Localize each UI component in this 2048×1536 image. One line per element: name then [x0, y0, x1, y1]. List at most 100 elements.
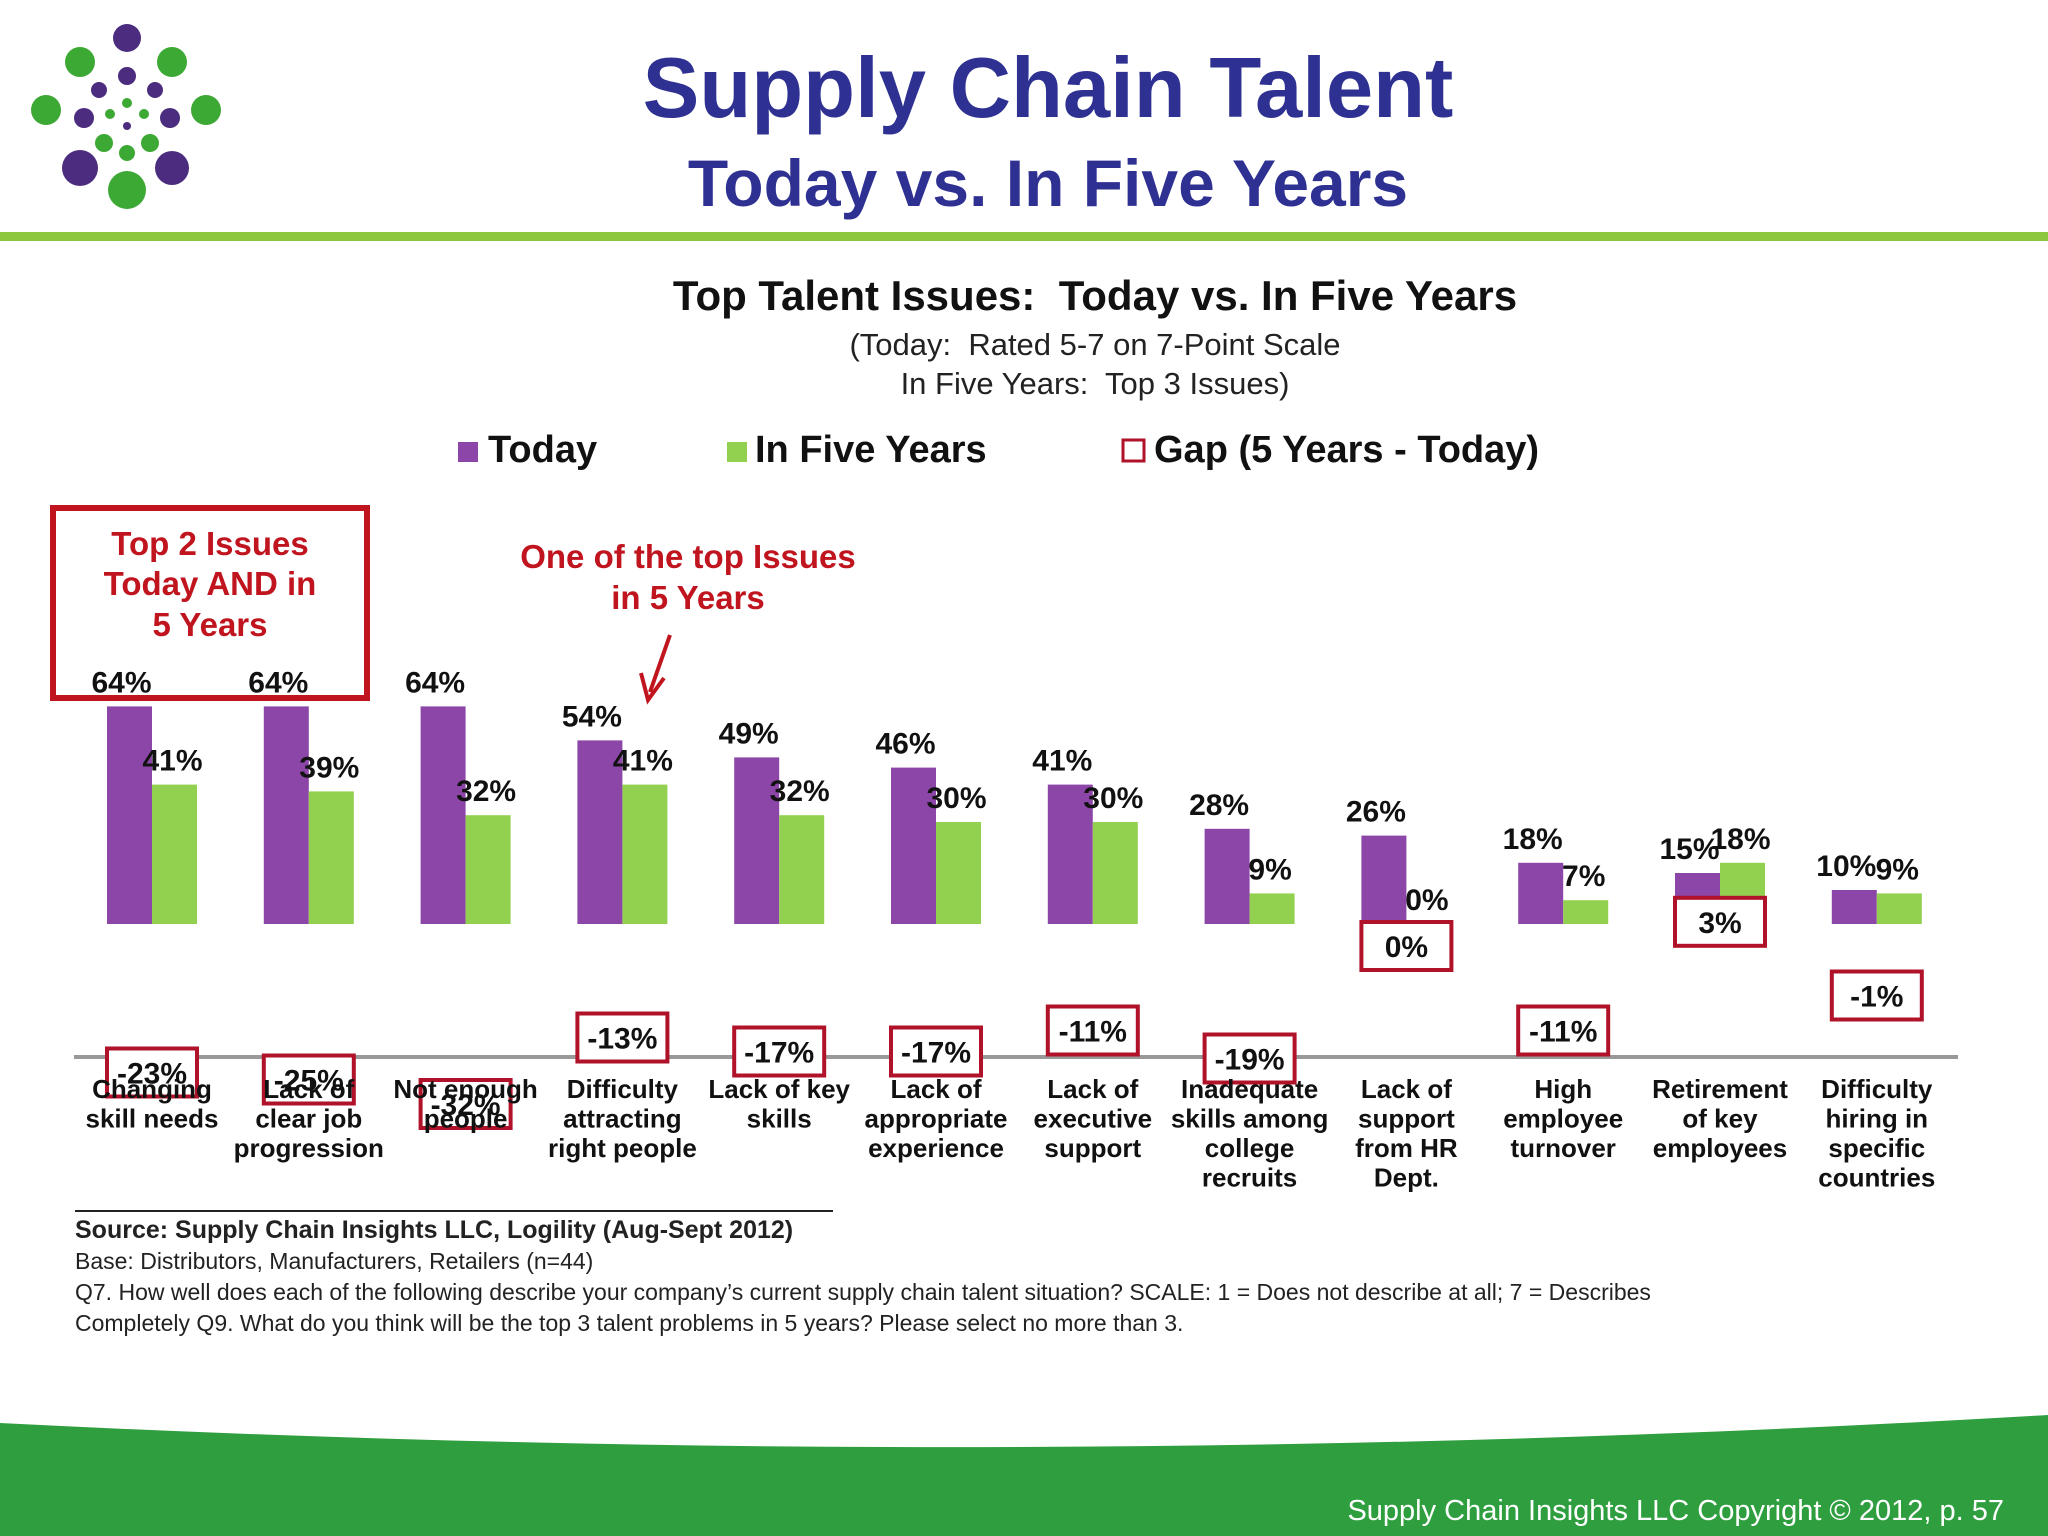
value-label-today: 49% [719, 717, 779, 750]
category-label: Lack of [263, 1074, 354, 1104]
bar-five-years [1092, 822, 1138, 924]
bar-today [1518, 862, 1564, 924]
category-label: countries [1818, 1163, 1935, 1193]
gap-box [418, 1078, 513, 1130]
category-label: recruits [1202, 1163, 1297, 1193]
value-label-five-years: 32% [770, 775, 830, 808]
gap-label: 3% [1698, 907, 1741, 940]
value-label-five-years: 30% [1083, 782, 1143, 815]
category-label: of key [1682, 1104, 1758, 1134]
value-label-today: 18% [1503, 823, 1563, 856]
category-label: progression [234, 1133, 384, 1163]
gap-box [1202, 1032, 1297, 1085]
bar-today [577, 740, 623, 924]
bar-five-years [152, 784, 197, 924]
value-label-five-years: 7% [1562, 860, 1605, 893]
value-label-five-years: 41% [142, 745, 202, 778]
category-label: experience [868, 1133, 1004, 1163]
source-line: Source: Supply Chain Insights LLC, Logil… [75, 1216, 794, 1244]
gap-label: -11% [1529, 1016, 1597, 1049]
logo-dot [74, 108, 94, 128]
footer-band [0, 1415, 2048, 1536]
talent-issues-chart: Top Talent Issues: Today vs. In Five Yea… [50, 272, 1958, 1193]
logo-dot [62, 150, 98, 186]
bar-five-years [1563, 900, 1609, 924]
category-label: college [1205, 1133, 1295, 1163]
question-line-2: Completely Q9. What do you think will be… [75, 1310, 1184, 1336]
bar-today [420, 706, 466, 924]
value-label-today: 54% [562, 700, 622, 733]
logo-dot [160, 108, 180, 128]
category-label: specific [1828, 1133, 1925, 1163]
copyright-text: Supply Chain Insights LLC Copyright © 20… [1347, 1495, 2004, 1527]
category-label: Difficulty [1821, 1074, 1933, 1104]
category-label: hiring in [1826, 1104, 1929, 1134]
category-label: attracting [563, 1104, 681, 1134]
category-label: people [424, 1104, 508, 1134]
logo-dot [118, 67, 136, 85]
bar-today [734, 757, 780, 924]
page-title: Supply Chain Talent [642, 41, 1454, 136]
gap-label: -17% [901, 1037, 971, 1070]
category-label: Lack of [890, 1074, 981, 1104]
category-label: Inadequate [1181, 1074, 1318, 1104]
logo-dot [105, 109, 115, 119]
annotation-top-5yr-line-2: in 5 Years [611, 579, 765, 616]
chart-subtitle-2: In Five Years: Top 3 Issues) [901, 366, 1290, 401]
logo-dot [157, 47, 187, 77]
value-label-five-years: 32% [456, 775, 516, 808]
bar-today [891, 767, 936, 924]
gap-box [1045, 1004, 1140, 1057]
gap-box [261, 1053, 356, 1106]
annotation-arrow-shaft [648, 634, 672, 693]
category-label: Difficulty [567, 1074, 679, 1104]
gap-box [575, 1011, 670, 1064]
value-label-five-years: 41% [613, 745, 673, 778]
logo-dot [91, 82, 107, 98]
category-label: turnover [1510, 1133, 1615, 1163]
value-label-today: 64% [405, 666, 465, 699]
logo-dot [191, 95, 221, 125]
value-label-today: 41% [1032, 745, 1092, 778]
annotation-top-5yr-line-1: One of the top Issues [520, 538, 856, 575]
bar-five-years [308, 791, 354, 924]
page-subtitle: Today vs. In Five Years [687, 146, 1409, 220]
category-label: Lack of [1047, 1074, 1138, 1104]
value-label-today: 15% [1659, 833, 1719, 866]
bar-five-years [622, 784, 668, 924]
bar-five-years [1876, 893, 1922, 924]
bar-today [1204, 828, 1250, 924]
logo-dot [108, 171, 146, 209]
gap-label: -17% [744, 1037, 814, 1070]
logo-dot [155, 151, 189, 185]
category-label: skills [747, 1104, 812, 1134]
gap-label: -23% [117, 1058, 187, 1091]
value-label-today: 64% [248, 666, 308, 699]
annotation-top-2-line-1: Top 2 Issues [111, 525, 308, 562]
bar-five-years [936, 822, 981, 924]
bar-today [1047, 784, 1093, 924]
source-notes: Source: Supply Chain Insights LLC, Logil… [75, 1210, 1975, 1339]
chart-subtitle-1: (Today: Rated 5-7 on 7-Point Scale [849, 327, 1340, 362]
logo-dot [123, 122, 131, 130]
category-label: clear job [255, 1104, 362, 1134]
bar-today [1831, 890, 1877, 924]
category-label: support [1358, 1104, 1455, 1134]
gap-label: -25% [274, 1065, 344, 1098]
value-label-five-years: 9% [1248, 853, 1291, 886]
logo-dot [113, 24, 141, 52]
logo-dot [147, 82, 163, 98]
legend-label-gap: Gap (5 Years - Today) [1154, 429, 1539, 471]
category-label: Changing [92, 1074, 212, 1104]
logo-dot [139, 109, 149, 119]
category-label: Retirement [1652, 1074, 1788, 1104]
annotation-top-2-line-3: 5 Years [152, 606, 267, 643]
category-label: employee [1503, 1104, 1623, 1134]
logo-dot [122, 98, 132, 108]
chart-legend: Today In Five Years Gap (5 Years - Today… [458, 429, 1539, 471]
legend-swatch-gap [1121, 438, 1146, 463]
gap-label: 0% [1385, 931, 1428, 964]
gap-box [1673, 895, 1767, 948]
category-label: executive [1034, 1104, 1153, 1134]
